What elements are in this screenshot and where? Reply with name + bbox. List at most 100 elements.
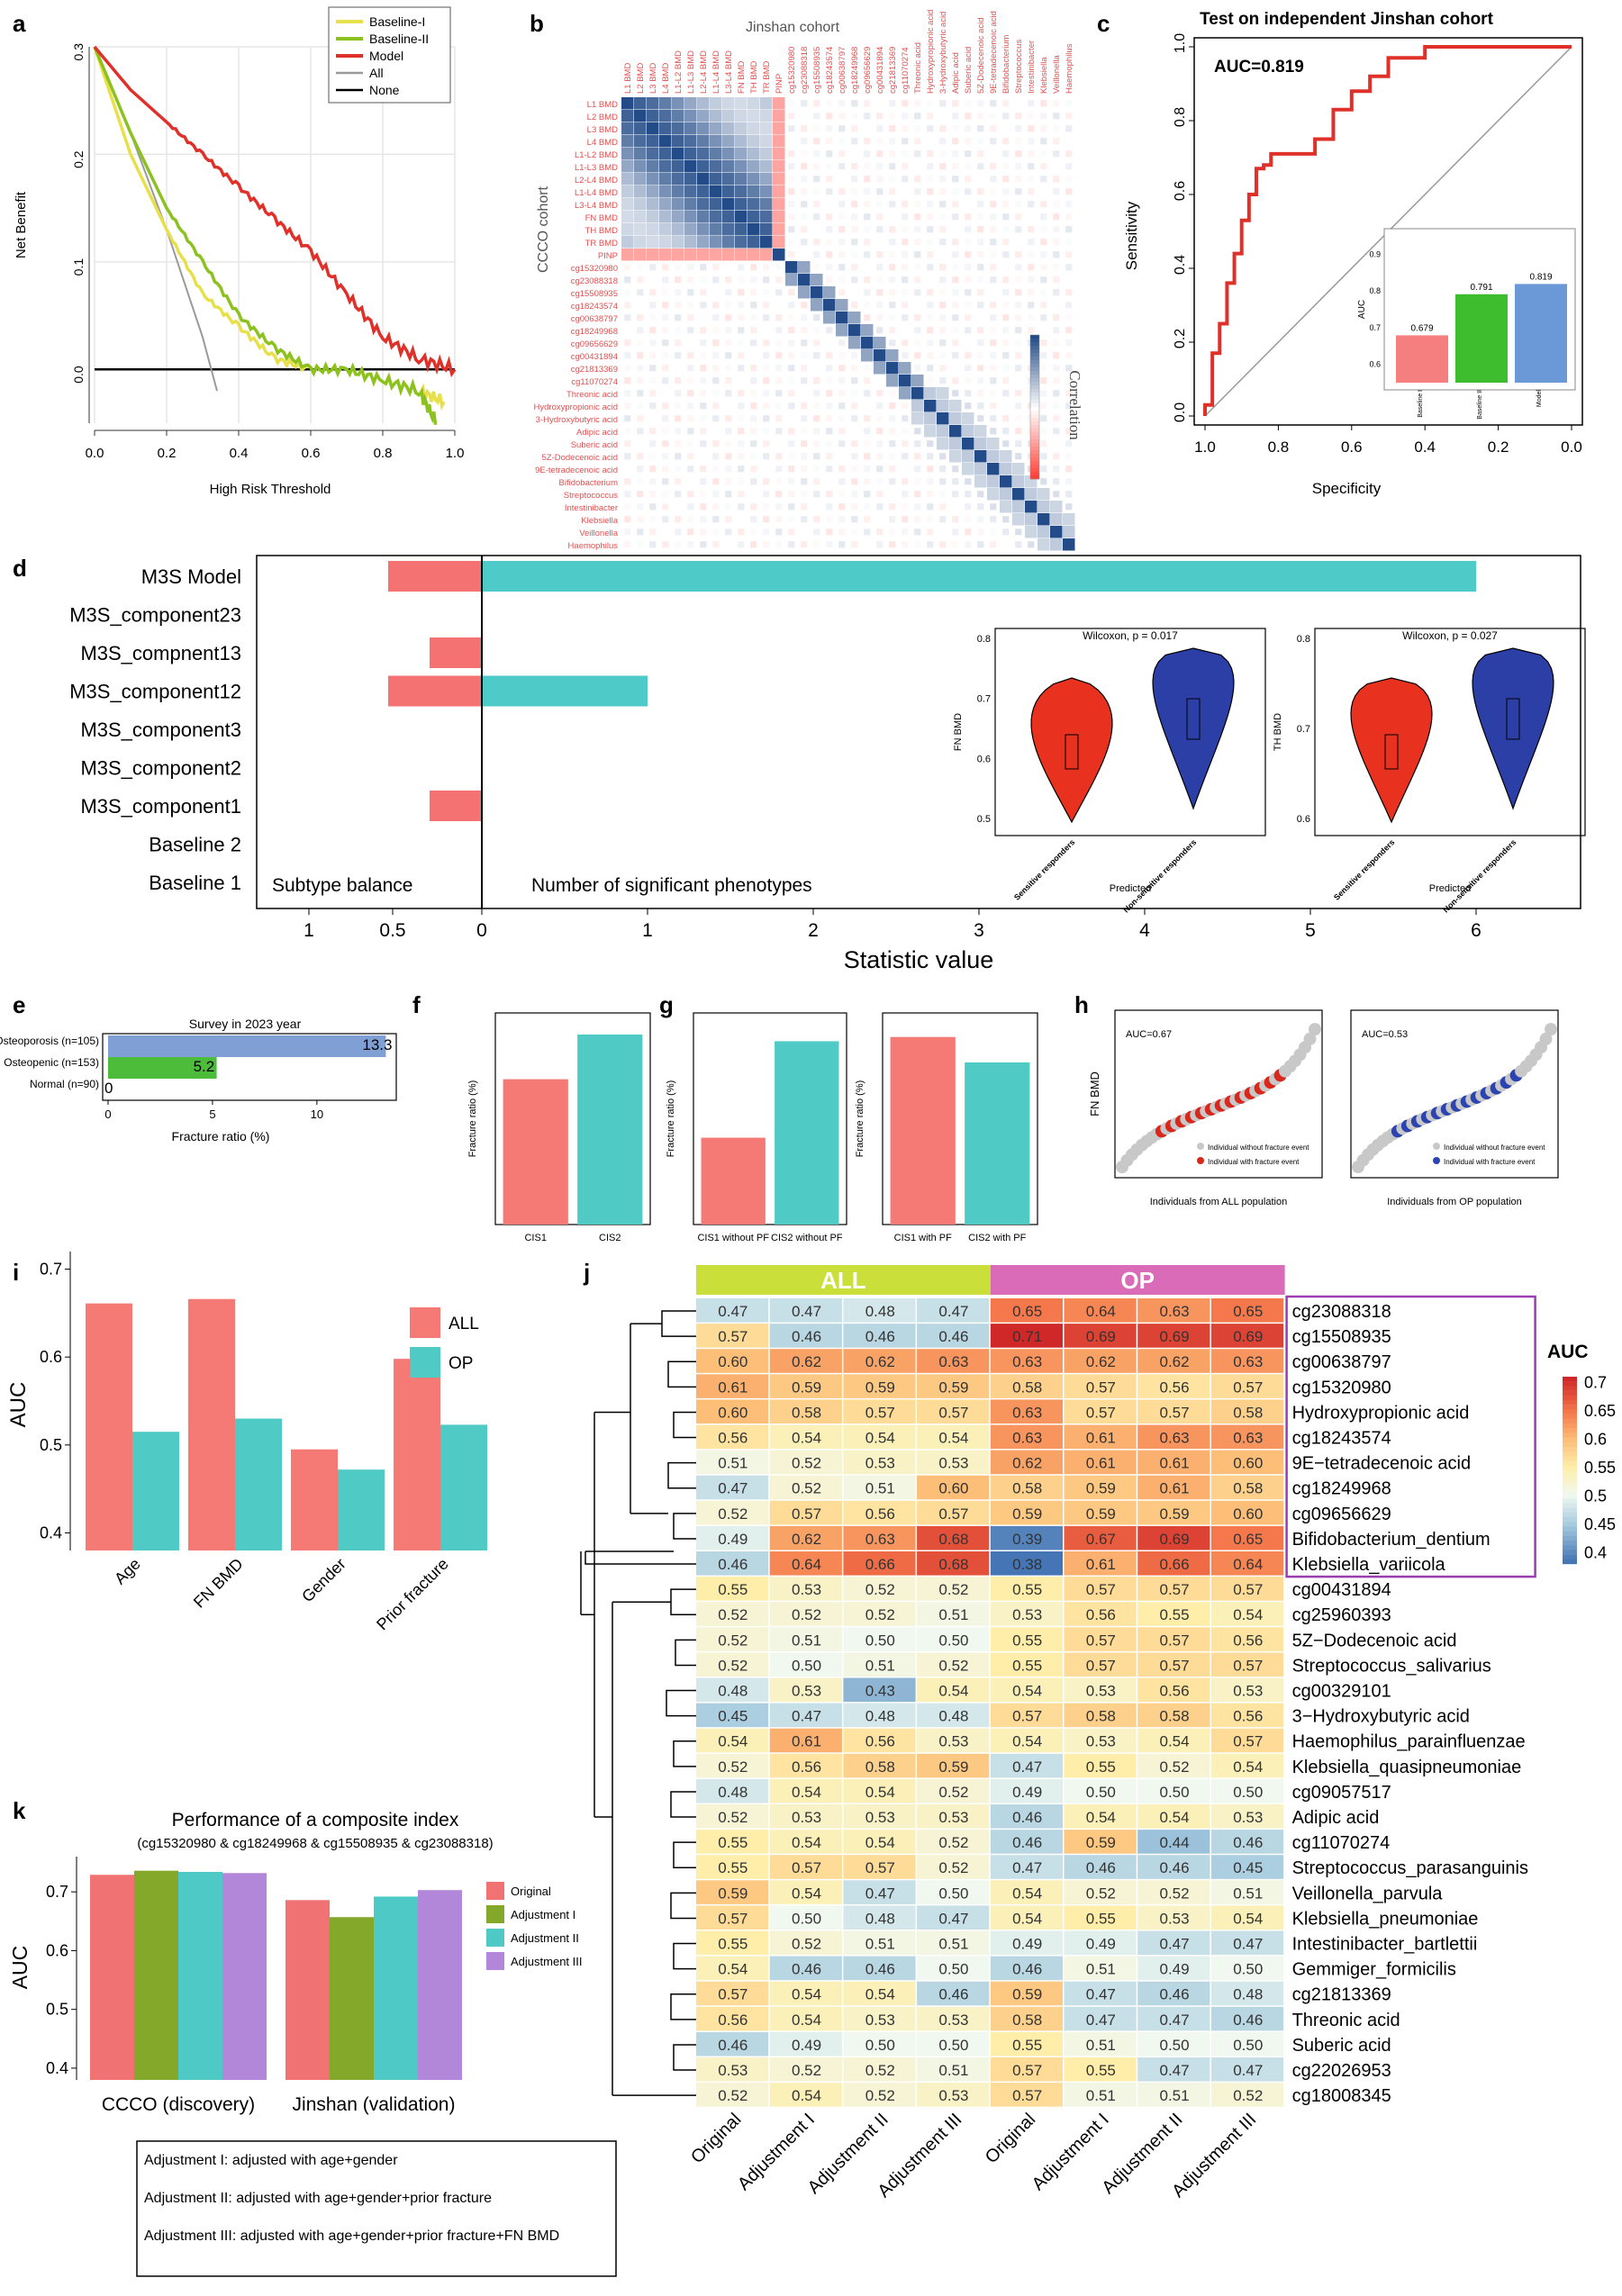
panel-b-cell [876,289,883,296]
panel-j-cell-value: 0.59 [792,1379,821,1396]
panel-b-cell [838,516,846,523]
panel-j-legend-step [1563,1460,1577,1466]
panel-b-cell [621,122,634,135]
panel-b-cell [801,516,808,523]
panel-b-cell [813,352,820,359]
panel-b-cell [949,450,962,463]
panel-j-cell [696,1930,769,1956]
panel-a-xtick: 0.8 [374,446,393,461]
panel-j-legend-tick: 0.45 [1584,1515,1616,1533]
panel-j-dendrogram-branch [584,1550,696,1565]
panel-j-cell [1210,1475,1284,1500]
panel-i-bar [132,1432,179,1550]
panel-b-cell [684,236,697,249]
panel-b-cell [621,249,634,261]
panel-j-cell-value: 0.52 [718,1632,748,1649]
panel-b-cell [738,402,745,410]
panel-b-cell [1015,201,1022,208]
panel-j-cell [1064,1500,1137,1525]
panel-b-cell [899,375,911,387]
panel-j-cell [1137,1703,1210,1728]
panel-j-cell-value: 0.53 [1233,1683,1263,1700]
panel-j-row-label: cg00431894 [1292,1580,1391,1600]
panel-b-row-label: Veillonella [579,529,618,538]
panel-j-legend-tick: 0.55 [1584,1459,1616,1477]
panel-b-cell [813,428,820,435]
panel-j-cell [1137,1399,1210,1424]
panel-c-inset-bar-label: 0.679 [1410,323,1433,333]
panel-b-cell [1000,501,1012,513]
panel-b-row-label: Hydroxypropionic acid [534,402,618,412]
panel-b-cell [927,239,934,246]
panel-b-cell [1053,239,1060,246]
panel-b-cell [738,478,745,485]
panel-j-col-label: Original [982,2110,1039,2167]
panel-j-cell-value: 0.46 [718,2037,748,2054]
panel-b-cell [838,377,846,384]
panel-b-cell [876,503,883,511]
panel-b-cell [712,478,720,485]
panel-b-cell [838,529,846,536]
panel-b-cell [1002,289,1010,296]
panel-c-roc-curve [1203,45,1572,416]
panel-b-cell [911,400,924,412]
panel-b-cell [1002,302,1010,309]
panel-a-legend-label: Model [369,49,403,63]
panel-b-cell [637,478,644,485]
panel-b-cell [889,478,896,485]
panel-c-auc: AUC=0.819 [1214,58,1304,77]
panel-b-cell [977,213,984,221]
panel-i-bar [235,1418,282,1550]
panel-b-cell [876,415,883,422]
panel-b-cell [1015,377,1022,384]
panel-b-colorbar-step [1030,360,1039,365]
panel-j-cell-value: 0.52 [718,1505,748,1523]
panel-b-cell [1015,365,1022,372]
panel-j-cell-value: 0.60 [938,1480,968,1497]
panel-b-cell [675,377,682,384]
panel-b-cell [750,289,757,296]
panel-b-cell [864,226,871,233]
panel-j-cell [1137,1475,1210,1500]
panel-j-cell-value: 0.55 [718,1859,748,1876]
panel-b-cell [977,289,984,296]
panel-j-cell-value: 0.46 [1012,1834,1042,1851]
panel-d-violin-box [1506,698,1520,740]
panel-k-bar [222,1873,267,2080]
panel-j-cell [1064,1652,1137,1677]
panel-small-frame [882,1012,1038,1225]
panel-j-cell [1137,2006,1210,2031]
panel-b-cell [1065,352,1073,359]
panel-b-cell [1040,314,1047,321]
panel-b-cell [939,163,947,170]
panel-j-cell-value: 0.65 [1012,1303,1042,1320]
panel-b-cell [624,503,631,511]
panel-j-cell [1064,1728,1137,1753]
panel-b-cell [1028,201,1035,208]
panel-j-cell [990,1424,1063,1450]
panel-b-colorbar-step [1030,378,1039,383]
panel-j-cell-value: 0.63 [938,1353,968,1370]
panel-j-cell [696,1399,769,1424]
panel-b-cell [974,425,987,438]
panel-j-cell-value: 0.59 [1012,1505,1042,1523]
panel-b-cell [851,390,858,397]
panel-j-cell-value: 0.63 [1012,1404,1042,1421]
panel-d-xtick: 0.5 [379,920,405,941]
panel-b-cell [902,138,909,145]
panel-b-cell [836,312,848,324]
panel-b-cell [647,211,659,223]
panel-j-cell [990,1627,1063,1651]
panel-b-cell [914,138,921,145]
panel-b-cell [1065,314,1073,321]
panel-j-cell [696,1349,769,1373]
panel-j-cell [1064,1424,1137,1450]
panel-b-cell [952,138,959,145]
panel-b-cell [813,339,820,347]
panel-b-cell [876,541,883,548]
panel-b-cell [712,276,720,284]
panel-j-cell [1064,1703,1137,1728]
panel-b-cell [788,314,795,321]
panel-b-cell [722,110,735,122]
panel-j-cell-value: 0.54 [1160,1733,1190,1750]
